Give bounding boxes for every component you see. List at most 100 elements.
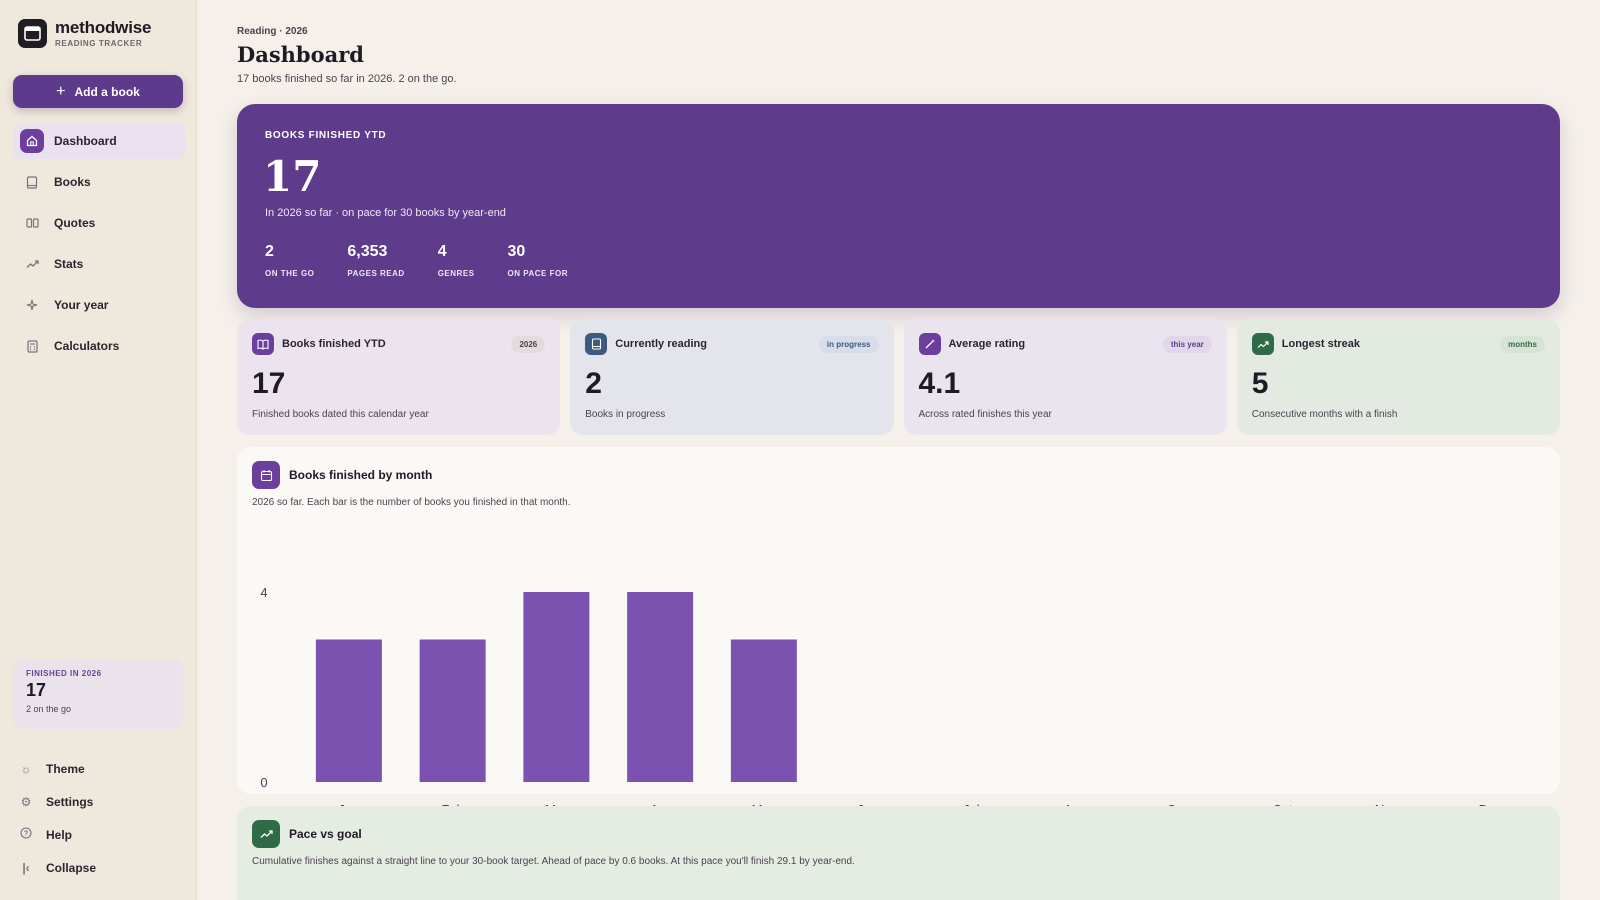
kpi-card-books-finished[interactable]: Books finished YTD 2026 17 Finished book… (237, 319, 561, 435)
kpi-badge: this year (1162, 335, 1212, 353)
sidebar-item-label: Stats (54, 257, 84, 271)
kpi-badge: months (1500, 335, 1545, 353)
kpi-title: Books finished YTD (282, 338, 386, 350)
sidebar-item-dashboard[interactable]: Dashboard (13, 123, 185, 159)
y-tick-label: 4 (260, 585, 267, 600)
kpi-cards: Books finished YTD 2026 17 Finished book… (237, 319, 1560, 435)
hero-stat-value: 30 (507, 243, 526, 260)
panel-subtitle: 2026 so far. Each bar is the number of b… (252, 497, 571, 508)
home-icon (20, 129, 44, 153)
kpi-subtitle: Across rated finishes this year (918, 409, 1052, 420)
collapse-icon: |‹ (22, 860, 30, 875)
trend-icon (1251, 333, 1274, 355)
page-title: Dashboard (237, 42, 364, 67)
trend-icon (252, 820, 280, 848)
sidebar-item-stats[interactable]: Stats (13, 246, 185, 282)
hero-card: BOOKS FINISHED YTD 17 In 2026 so far · o… (237, 104, 1560, 308)
sidebar-item-label: Quotes (54, 216, 96, 230)
sidebar-item-label: Books (54, 175, 91, 189)
panel-subtitle: Cumulative finishes against a straight l… (252, 856, 855, 867)
kpi-value: 5 (1251, 367, 1269, 400)
sidebar-item-label: Collapse (46, 860, 97, 875)
kpi-subtitle: Consecutive months with a finish (1251, 409, 1398, 420)
svg-text:?: ? (24, 831, 28, 838)
panel-title: Books finished by month (289, 468, 433, 482)
y-tick-label: 0 (260, 775, 267, 790)
bar-mar[interactable] (523, 592, 590, 782)
bar-jan[interactable] (315, 639, 382, 783)
hero-stat-on-pace-for: 30 ON PACE FOR (508, 243, 568, 278)
calendar-icon (252, 461, 280, 489)
kpi-card-currently-reading[interactable]: Currently reading in progress 2 Books in… (570, 319, 894, 435)
bar-feb[interactable] (419, 639, 486, 783)
bar-may[interactable] (730, 639, 797, 783)
sidebar-nav: Dashboard Books Quotes Stats Your year (13, 123, 185, 369)
hero-stat-label: ON PACE FOR (507, 269, 568, 278)
sidebar: methodwise READING TRACKER + Add a book … (0, 0, 197, 900)
hero-stat-label: GENRES (437, 269, 475, 278)
add-book-label: Add a book (74, 84, 140, 99)
sidebar-item-theme[interactable]: ☼ Theme (18, 752, 183, 785)
sidebar-item-help[interactable]: ? Help (18, 818, 183, 851)
pace-vs-goal-panel: Pace vs goal Cumulative finishes against… (237, 806, 1560, 900)
magic-wand-icon (918, 333, 941, 355)
kpi-value: 17 (252, 367, 286, 400)
hero-value: 17 (263, 152, 322, 201)
sidebar-item-label: Calculators (54, 339, 120, 353)
book-icon (20, 170, 44, 194)
plus-icon: + (56, 82, 66, 100)
kpi-badge: in progress (818, 335, 879, 353)
hero-stat-label: ON THE GO (265, 269, 315, 278)
sidebar-item-calculators[interactable]: Calculators (13, 328, 185, 364)
gear-icon: ⚙ (20, 794, 32, 809)
book-icon (585, 333, 608, 355)
kpi-value: 2 (585, 367, 602, 400)
kpi-badge: 2026 (511, 335, 546, 353)
sidebar-item-collapse[interactable]: |‹ Collapse (18, 851, 183, 884)
sidebar-item-label: Your year (54, 298, 109, 312)
hero-stat-label: PAGES READ (347, 269, 405, 278)
sparkle-icon (20, 293, 44, 317)
hero-stat-value: 4 (437, 243, 447, 260)
sidebar-item-label: Dashboard (54, 134, 117, 148)
books-by-month-chart: 04JanFebMarAprMayJunJulAugSepOctNovDec (260, 585, 1502, 817)
hero-subtitle: In 2026 so far · on pace for 30 books by… (265, 207, 506, 219)
summary-sub: 2 on the go (26, 704, 72, 714)
add-book-button[interactable]: + Add a book (13, 75, 183, 108)
summary-value: 17 (26, 680, 47, 700)
panel-title: Pace vs goal (289, 827, 362, 841)
help-icon: ? (18, 827, 34, 842)
summary-label: FINISHED IN 2026 (26, 669, 102, 678)
sun-icon: ☼ (20, 761, 32, 776)
sidebar-item-quotes[interactable]: Quotes (13, 205, 185, 241)
kpi-subtitle: Finished books dated this calendar year (252, 409, 429, 420)
kpi-title: Currently reading (615, 338, 707, 350)
sidebar-item-settings[interactable]: ⚙ Settings (18, 785, 183, 818)
breadcrumb: Reading · 2026 (237, 26, 308, 37)
kpi-value: 4.1 (918, 367, 961, 400)
hero-stat-genres: 4 GENRES (438, 243, 475, 278)
kpi-card-longest-streak[interactable]: Longest streak months 5 Consecutive mont… (1236, 319, 1560, 435)
calculator-icon (20, 334, 44, 358)
brand-name: methodwise (55, 18, 152, 37)
kpi-title: Average rating (948, 338, 1026, 350)
hero-stat-on-the-go: 2 ON THE GO (265, 243, 314, 278)
sidebar-summary-card: FINISHED IN 2026 17 2 on the go (13, 659, 183, 729)
sidebar-item-label: Help (46, 827, 73, 842)
bar-apr[interactable] (627, 592, 694, 782)
brand-logo-icon (18, 19, 47, 48)
sidebar-item-books[interactable]: Books (13, 164, 185, 200)
sidebar-item-your-year[interactable]: Your year (13, 287, 185, 323)
sidebar-item-label: Settings (46, 794, 94, 809)
hero-stat-pages-read: 6,353 PAGES READ (347, 243, 404, 278)
brand-tagline: READING TRACKER (55, 39, 143, 48)
kpi-card-average-rating[interactable]: Average rating this year 4.1 Across rate… (903, 319, 1227, 435)
hero-label: BOOKS FINISHED YTD (265, 130, 387, 141)
hero-stat-value: 6,353 (347, 243, 388, 260)
page-subtitle: 17 books finished so far in 2026. 2 on t… (237, 73, 457, 85)
kpi-subtitle: Books in progress (585, 409, 666, 420)
brand[interactable]: methodwise READING TRACKER (18, 19, 151, 48)
open-book-icon (252, 333, 274, 355)
books-by-month-panel: Books finished by month 2026 so far. Eac… (237, 447, 1560, 817)
sidebar-bottom-nav: ☼ Theme ⚙ Settings ? Help |‹ Collapse (18, 752, 183, 884)
